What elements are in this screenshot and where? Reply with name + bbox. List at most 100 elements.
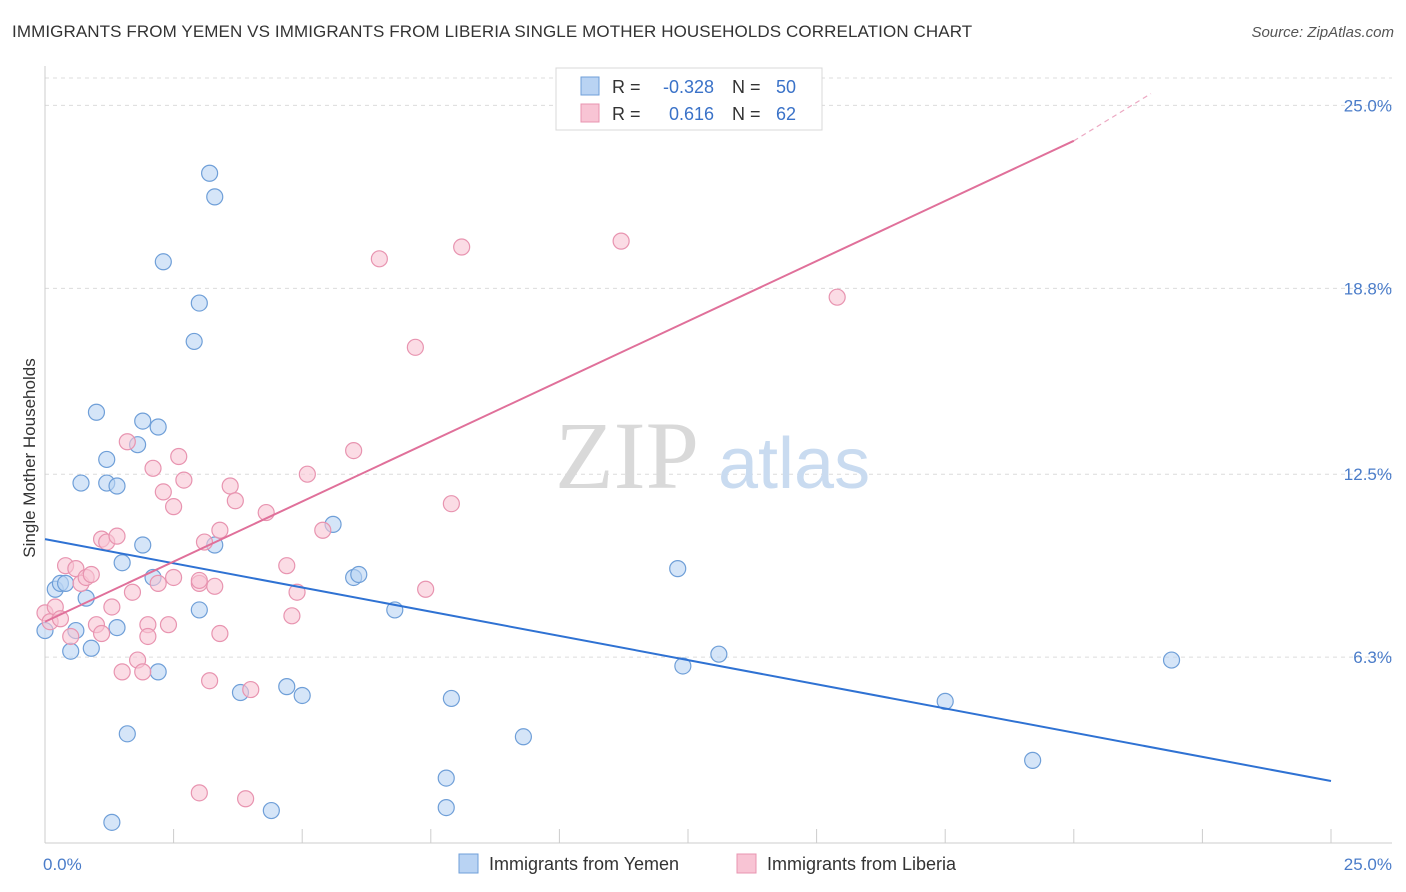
- chart-title: IMMIGRANTS FROM YEMEN VS IMMIGRANTS FROM…: [12, 22, 973, 41]
- data-point-liberia: [190, 784, 208, 802]
- data-point-liberia: [103, 598, 121, 616]
- legend-r-label-yemen: R =: [612, 77, 641, 97]
- y-tick-label: 12.5%: [1344, 465, 1392, 484]
- data-point-yemen: [350, 565, 368, 584]
- legend-swatch-liberia: [580, 103, 600, 123]
- legend-r-value-yemen: -0.328: [663, 77, 714, 97]
- data-point-liberia: [206, 577, 224, 595]
- data-point-yemen: [72, 474, 90, 492]
- data-point-yemen: [134, 412, 152, 430]
- data-point-liberia: [314, 521, 332, 539]
- legend-r-label-liberia: R =: [612, 104, 641, 124]
- data-point-yemen: [1162, 651, 1181, 669]
- data-point-liberia: [170, 447, 188, 466]
- legend-bottom-label-liberia: Immigrants from Liberia: [767, 854, 957, 874]
- data-point-yemen: [185, 332, 203, 351]
- axes: [44, 66, 1392, 844]
- data-point-yemen: [82, 639, 100, 657]
- data-point-yemen: [149, 663, 167, 681]
- data-point-liberia: [226, 492, 244, 510]
- data-point-liberia: [442, 495, 460, 513]
- legend-bottom-swatch-yemen: [458, 853, 479, 874]
- data-point-liberia: [345, 441, 363, 460]
- data-point-liberia: [278, 557, 296, 575]
- trend-line-yemen: [44, 538, 1332, 783]
- data-point-yemen: [62, 642, 80, 660]
- data-point-liberia: [123, 583, 142, 601]
- data-point-yemen: [262, 801, 280, 820]
- data-point-liberia: [201, 672, 219, 690]
- data-point-liberia: [159, 616, 178, 634]
- y-tick-label: 25.0%: [1344, 96, 1392, 115]
- data-point-yemen: [108, 619, 126, 637]
- data-point-liberia: [118, 433, 136, 451]
- data-point-yemen: [190, 601, 208, 619]
- trend-line-liberia-extension: [1073, 93, 1152, 142]
- legend-bottom-swatch-liberia: [736, 853, 757, 874]
- data-point-liberia: [828, 288, 846, 306]
- data-point-yemen: [87, 403, 106, 421]
- y-tick-labels: 6.3% 12.5% 18.8% 25.0%: [1344, 96, 1392, 667]
- legend-box: [555, 67, 823, 131]
- data-point-yemen: [77, 589, 95, 607]
- data-point-yemen: [514, 728, 532, 746]
- data-point-liberia: [190, 571, 208, 590]
- data-point-yemen: [437, 769, 455, 787]
- data-point-liberia: [237, 790, 255, 808]
- data-point-liberia: [144, 459, 162, 477]
- data-point-yemen: [710, 645, 728, 663]
- data-point-liberia: [283, 607, 301, 625]
- data-point-liberia: [149, 574, 167, 592]
- data-point-yemen: [442, 689, 460, 708]
- gridlines: [45, 77, 1392, 658]
- data-point-yemen: [134, 536, 152, 554]
- data-point-liberia: [154, 483, 172, 501]
- data-point-liberia: [62, 627, 80, 646]
- trend-lines: [44, 93, 1332, 783]
- y-tick-label: 6.3%: [1353, 648, 1392, 667]
- watermark-zip: ZIP: [555, 402, 699, 509]
- data-point-yemen: [108, 477, 126, 495]
- legend-n-label-liberia: N =: [732, 104, 761, 124]
- data-point-yemen: [154, 253, 172, 271]
- watermark-atlas: atlas: [718, 424, 870, 504]
- correlation-legend: R = -0.328 N = 50 R = 0.616 N = 62: [555, 67, 823, 131]
- data-point-yemen: [293, 686, 311, 705]
- x-tick-labels: 0.0% 25.0%: [43, 855, 1392, 874]
- data-point-liberia: [370, 250, 388, 268]
- series-liberia-points: [36, 232, 846, 808]
- legend-bottom-label-yemen: Immigrants from Yemen: [489, 854, 679, 874]
- watermark: ZIP atlas: [555, 402, 870, 509]
- data-point-yemen: [190, 294, 208, 312]
- legend-n-value-yemen: 50: [776, 77, 796, 97]
- data-point-liberia: [211, 624, 229, 643]
- data-point-liberia: [108, 527, 126, 545]
- y-tick-label: 18.8%: [1344, 279, 1392, 298]
- data-point-yemen: [206, 188, 224, 206]
- data-point-liberia: [417, 580, 435, 598]
- series-legend: Immigrants from Yemen Immigrants from Li…: [458, 853, 957, 874]
- data-point-liberia: [165, 568, 183, 587]
- data-point-yemen: [674, 657, 692, 675]
- series-yemen-points: [36, 164, 1181, 831]
- trend-line-liberia: [44, 139, 1075, 623]
- legend-swatch-yemen: [580, 76, 600, 96]
- legend-n-label-yemen: N =: [732, 77, 761, 97]
- data-point-yemen: [113, 554, 131, 572]
- data-point-yemen: [437, 798, 455, 817]
- y-axis-label: Single Mother Households: [20, 358, 39, 557]
- data-point-yemen: [201, 164, 219, 182]
- legend-r-value-liberia: 0.616: [669, 104, 714, 124]
- data-point-liberia: [612, 232, 630, 250]
- data-point-liberia: [134, 663, 152, 681]
- data-point-yemen: [669, 560, 687, 578]
- data-point-liberia: [51, 610, 70, 628]
- data-point-liberia: [113, 663, 131, 681]
- data-point-yemen: [98, 450, 116, 469]
- data-point-yemen: [103, 813, 121, 831]
- legend-n-value-liberia: 62: [776, 104, 796, 124]
- x-tick-label: 25.0%: [1344, 855, 1392, 874]
- data-point-liberia: [175, 471, 193, 489]
- data-point-liberia: [221, 477, 239, 495]
